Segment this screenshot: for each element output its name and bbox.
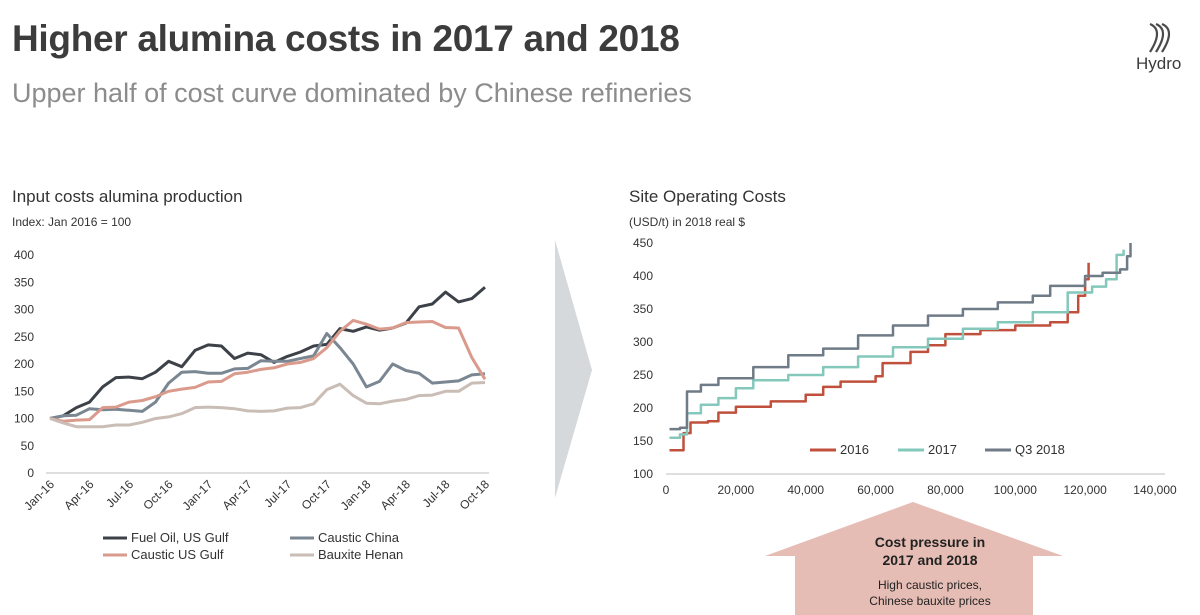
hydro-logo-text: Hydro: [1136, 54, 1182, 73]
x-tick-label: Jan-17: [179, 477, 215, 513]
x-tick-label: Apr-18: [378, 477, 414, 513]
series-line-q3-2018: [669, 243, 1132, 431]
x-tick-label: 100,000: [994, 483, 1038, 497]
x-tick-label: Jul-17: [261, 477, 294, 510]
x-tick-label: 40,000: [787, 483, 824, 497]
y-tick-label: 350: [633, 302, 653, 316]
callout-body-2: Chinese bauxite prices: [869, 594, 991, 608]
x-tick-label: Jul-16: [103, 477, 136, 510]
x-tick-label: Oct-17: [299, 477, 335, 513]
right-chart-title: Site Operating Costs: [629, 187, 786, 206]
callout-heading-1: Cost pressure in: [874, 534, 986, 550]
y-tick-label: 200: [633, 401, 653, 415]
legend-label-caustic-china: Caustic China: [318, 530, 400, 545]
y-tick-label: 400: [633, 269, 653, 283]
page-title: Higher alumina costs in 2017 and 2018: [12, 18, 680, 59]
left-chart-title: Input costs alumina production: [12, 187, 243, 206]
y-tick-label: 150: [633, 434, 653, 448]
x-tick-label: 20,000: [718, 483, 755, 497]
y-tick-label: 300: [633, 335, 653, 349]
x-tick-label: Jan-18: [338, 477, 374, 513]
y-tick-label: 250: [633, 368, 653, 382]
x-tick-label: 0: [663, 483, 670, 497]
x-tick-label: 120,000: [1063, 483, 1107, 497]
y-tick-label: 150: [14, 384, 34, 398]
y-tick-label: 200: [14, 357, 34, 371]
page-subtitle: Upper half of cost curve dominated by Ch…: [12, 78, 692, 108]
legend-label-fuel-oil-us-gulf: Fuel Oil, US Gulf: [131, 530, 229, 545]
series-line-fuel-oil-us-gulf: [49, 286, 486, 420]
y-tick-label: 350: [14, 275, 34, 289]
series-line-caustic-us-gulf: [49, 318, 487, 423]
y-tick-label: 0: [27, 466, 34, 480]
x-tick-label: 60,000: [857, 483, 894, 497]
x-tick-label: Apr-17: [219, 477, 255, 513]
legend-label-caustic-us-gulf: Caustic US Gulf: [131, 547, 224, 562]
series-line-2016: [669, 262, 1090, 452]
callout-heading-2: 2017 and 2018: [882, 552, 978, 568]
x-tick-label: 140,000: [1133, 483, 1177, 497]
series-line-bauxite-henan: [49, 381, 486, 429]
legend-label-2016: 2016: [840, 442, 869, 457]
x-tick-label: Oct-16: [140, 477, 176, 513]
y-tick-label: 300: [14, 303, 34, 317]
x-tick-label: Oct-18: [457, 477, 493, 513]
legend-label-2017: 2017: [928, 442, 957, 457]
y-tick-label: 100: [14, 412, 34, 426]
left-chart-subtitle: Index: Jan 2016 = 100: [12, 215, 132, 229]
x-tick-label: Apr-16: [61, 477, 97, 513]
y-tick-label: 250: [14, 330, 34, 344]
series-line-2017: [669, 249, 1125, 439]
x-tick-label: 80,000: [927, 483, 964, 497]
section-chevron-arrow: [555, 240, 592, 498]
cost-pressure-arrow: [765, 502, 1063, 615]
hydro-logo-icon: [1149, 22, 1171, 53]
y-tick-label: 400: [14, 248, 34, 262]
right-chart-subtitle: (USD/t) in 2018 real $: [629, 215, 746, 229]
callout-body-1: High caustic prices,: [877, 578, 983, 592]
y-tick-label: 50: [21, 439, 35, 453]
legend-label-q3-2018: Q3 2018: [1015, 442, 1065, 457]
y-tick-label: 100: [633, 467, 653, 481]
y-tick-label: 450: [633, 236, 653, 250]
x-tick-label: Jul-18: [420, 477, 453, 510]
x-tick-label: Jan-16: [21, 477, 57, 513]
legend-label-bauxite-henan: Bauxite Henan: [318, 547, 403, 562]
cost-curve-line-chart: 100 150 200 250 300 350 400 450 0 20,000 40,000 60,…: [633, 236, 1177, 497]
series-line-caustic-china: [49, 332, 486, 420]
cost-pressure-callout: Cost pressure in 2017 and 2018 High caus…: [800, 533, 1060, 609]
